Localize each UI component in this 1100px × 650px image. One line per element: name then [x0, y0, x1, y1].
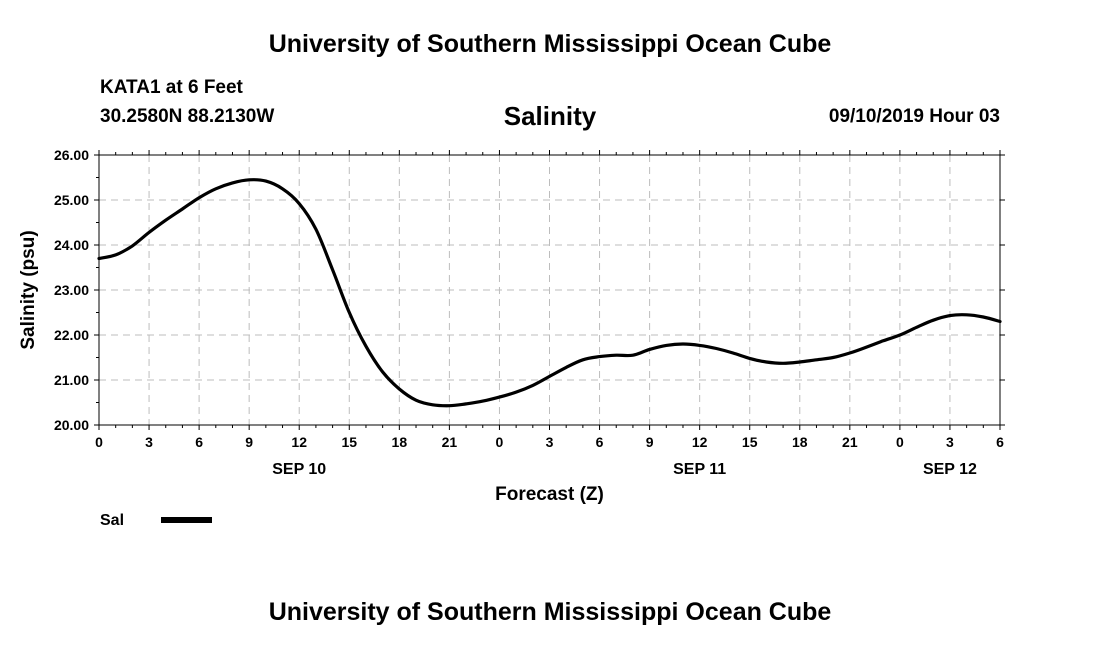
forecast-datetime: 09/10/2019 Hour 03 — [828, 106, 1000, 127]
grid-lines — [99, 155, 1000, 425]
x-tick-labels: 0 3 6 9 12 15 18 21 0 3 6 9 12 15 18 21 0 3 6 — [95, 434, 1004, 450]
x-tick-label: 3 — [946, 434, 954, 450]
y-tick-label: 25.00 — [54, 192, 89, 208]
legend: Sal — [100, 512, 212, 529]
x-tick-label: 9 — [245, 434, 253, 450]
day-labels: SEP 10 SEP 11 SEP 12 — [272, 461, 977, 478]
series-line-sal — [97, 178, 1002, 408]
x-tick-label: 15 — [341, 434, 357, 450]
axis-ticks — [94, 150, 1005, 430]
y-tick-label: 22.00 — [54, 327, 89, 343]
x-tick-label: 0 — [496, 434, 504, 450]
x-tick-label: 18 — [392, 434, 408, 450]
y-tick-label: 20.00 — [54, 417, 89, 433]
y-tick-label: 26.00 — [54, 147, 89, 163]
day-label: SEP 12 — [923, 461, 977, 478]
y-tick-labels: 20.00 21.00 22.00 23.00 24.00 25.00 26.00 — [54, 147, 89, 433]
y-tick-label: 23.00 — [54, 282, 89, 298]
variable-title: Salinity — [503, 101, 597, 131]
x-tick-label: 15 — [742, 434, 758, 450]
legend-label-sal: Sal — [100, 512, 124, 529]
x-axis-title: Forecast (Z) — [495, 484, 604, 505]
day-label: SEP 10 — [272, 461, 326, 478]
x-tick-label: 0 — [95, 434, 103, 450]
x-tick-label: 9 — [646, 434, 654, 450]
page-title-bottom: University of Southern Mississippi Ocean… — [268, 598, 832, 626]
page-title-top: University of Southern Mississippi Ocean… — [268, 30, 832, 58]
x-tick-label: 6 — [596, 434, 604, 450]
y-axis-title: Salinity (psu) — [18, 230, 39, 349]
x-tick-label: 3 — [546, 434, 554, 450]
x-tick-label: 21 — [442, 434, 458, 450]
x-tick-label: 6 — [996, 434, 1004, 450]
x-tick-label: 12 — [692, 434, 708, 450]
x-tick-label: 0 — [896, 434, 904, 450]
x-tick-label: 21 — [842, 434, 858, 450]
x-tick-label: 12 — [291, 434, 307, 450]
station-label: KATA1 at 6 Feet — [100, 77, 243, 98]
day-label: SEP 11 — [673, 461, 726, 478]
y-tick-label: 24.00 — [54, 237, 89, 253]
x-tick-label: 6 — [195, 434, 203, 450]
coordinates-label: 30.2580N 88.2130W — [100, 106, 275, 127]
y-tick-label: 21.00 — [54, 372, 89, 388]
x-tick-label: 18 — [792, 434, 808, 450]
x-tick-label: 3 — [145, 434, 153, 450]
